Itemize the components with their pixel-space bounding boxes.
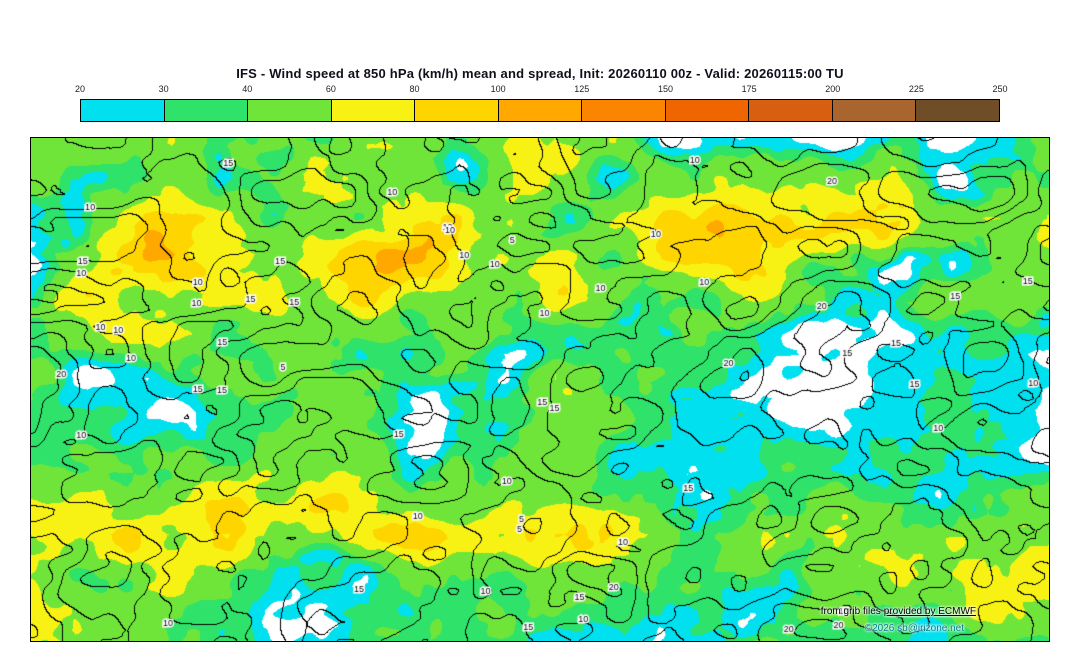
colorbar-segment-40-60 [247, 100, 331, 121]
colorbar-segment-30-40 [163, 100, 248, 121]
colorbar-segment-80-100 [414, 100, 498, 121]
map-area: from grib files provided by ECMWF ©2026 s… [30, 137, 1050, 642]
colorbar-segment-60-80 [330, 100, 415, 121]
colorbar-tick-175: 175 [741, 84, 757, 94]
colorbar-segment-125-150 [581, 100, 665, 121]
colorbar-tick-30: 30 [158, 84, 169, 94]
colorbar-tick-125: 125 [574, 84, 590, 94]
colorbar-ticks: 20 30 40 60 80 100 125 150 175 200 225 250 [75, 84, 1008, 96]
colorbar-tick-225: 225 [908, 84, 924, 94]
colorbar-tick-60: 60 [325, 84, 336, 94]
colorbar-segment-150-175 [664, 100, 749, 121]
colorbar-segment-225-250 [915, 100, 1000, 121]
colorbar-segment-200-225 [831, 100, 916, 121]
colorbar-tick-40: 40 [242, 84, 253, 94]
colorbar-segment-20-30 [81, 100, 164, 121]
colorbar-tick-20: 20 [74, 84, 86, 94]
colorbar: 20 30 40 60 80 100 125 150 175 200 225 250 [75, 84, 1008, 124]
colorbar-bar [80, 99, 1000, 122]
colorbar-tick-150: 150 [657, 84, 673, 94]
colorbar-tick-250: 250 [992, 84, 1008, 94]
ecmwf-link[interactable]: provided by ECMWF [883, 606, 976, 617]
colorbar-tick-100: 100 [490, 84, 506, 94]
attribution-prefix: from grib files [820, 606, 881, 617]
colorbar-tick-200: 200 [825, 84, 841, 94]
wind-speed-map-canvas [31, 138, 1049, 641]
chart-title: IFS - Wind speed at 850 hPa (km/h) mean … [236, 66, 844, 81]
copyright: ©2026 sb@irizone.net [864, 623, 964, 634]
colorbar-segment-100-125 [497, 100, 582, 121]
colorbar-tick-80: 80 [409, 84, 420, 94]
attribution: from grib files provided by ECMWF [821, 606, 976, 617]
colorbar-segment-175-200 [748, 100, 832, 121]
